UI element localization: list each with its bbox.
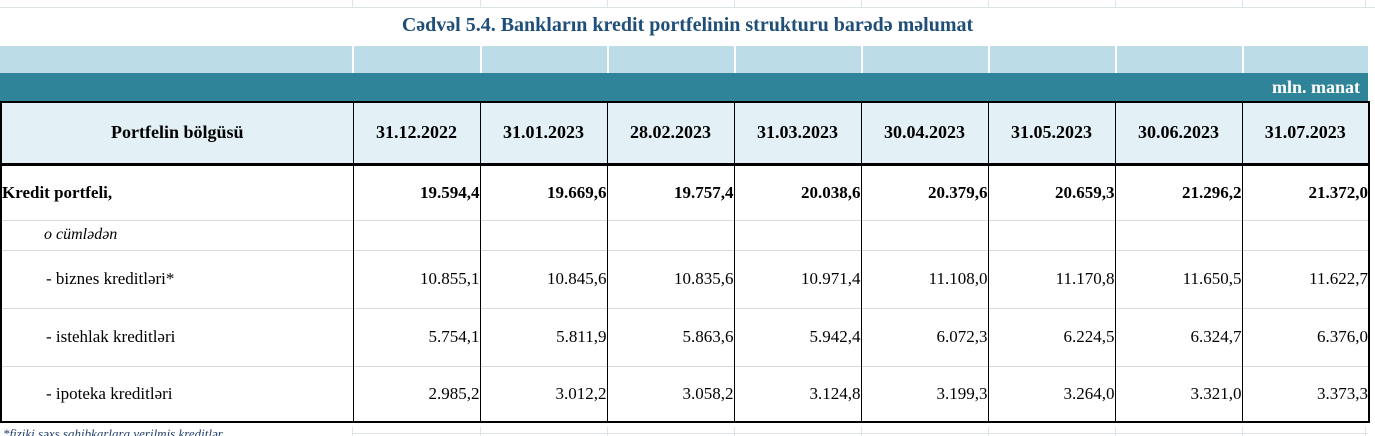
value-cell[interactable]: 10.845,6	[479, 249, 608, 308]
table-row: Kredit portfeli, 19.594,4 19.669,6 19.75…	[0, 164, 1370, 220]
value-cell[interactable]: 19.757,4	[606, 164, 735, 220]
gridline	[352, 433, 1368, 434]
value-cell[interactable]: 5.754,1	[352, 307, 481, 366]
band-cell-separator	[1115, 46, 1117, 73]
footnote: *fiziki şəxs sahibkarlara verilmiş kredi…	[3, 426, 223, 436]
value-cell[interactable]: 6.324,7	[1114, 307, 1243, 366]
gridline	[861, 427, 862, 436]
value-cell[interactable]	[987, 219, 1116, 250]
value-cell[interactable]	[1241, 219, 1370, 250]
header-cell-date[interactable]: 31.03.2023	[733, 102, 862, 166]
gridline	[1365, 0, 1366, 7]
header-cell-date[interactable]: 31.12.2022	[352, 102, 481, 166]
unit-band: mln. manat	[0, 73, 1368, 101]
page-title: Cədvəl 5.4. Bankların kredit portfelinin…	[401, 14, 974, 36]
gridline	[1115, 427, 1116, 436]
gridline	[607, 427, 608, 436]
gridline	[0, 7, 1375, 8]
value-cell[interactable]: 20.038,6	[733, 164, 862, 220]
table-row: - ipoteka kreditləri 2.985,2 3.012,2 3.0…	[0, 365, 1370, 422]
band-cell-separator	[1242, 46, 1244, 73]
value-cell[interactable]: 6.376,0	[1241, 307, 1370, 366]
gridline	[480, 427, 481, 436]
gridline	[988, 0, 989, 7]
header-cell-date[interactable]: 30.06.2023	[1114, 102, 1243, 166]
value-cell[interactable]	[479, 219, 608, 250]
value-cell[interactable]: 10.835,6	[606, 249, 735, 308]
header-cell-portfolio[interactable]: Portfelin bölgüsü	[0, 102, 354, 166]
header-cell-date[interactable]: 30.04.2023	[860, 102, 989, 166]
header-cell-date[interactable]: 31.01.2023	[479, 102, 608, 166]
gridline	[352, 427, 353, 436]
value-cell[interactable]: 5.863,6	[606, 307, 735, 366]
value-cell[interactable]	[860, 219, 989, 250]
value-cell[interactable]: 3.264,0	[987, 365, 1116, 422]
row-label-cell[interactable]: - ipoteka kreditləri	[0, 365, 354, 422]
gridline	[734, 427, 735, 436]
value-cell[interactable]	[733, 219, 862, 250]
band-cell-separator	[734, 46, 736, 73]
value-cell[interactable]: 21.296,2	[1114, 164, 1243, 220]
row-label-cell[interactable]: - istehlak kreditləri	[0, 307, 354, 366]
value-cell[interactable]	[352, 219, 481, 250]
value-cell[interactable]: 20.379,6	[860, 164, 989, 220]
value-cell[interactable]: 6.072,3	[860, 307, 989, 366]
value-cell[interactable]: 3.373,3	[1241, 365, 1370, 422]
value-cell[interactable]: 3.199,3	[860, 365, 989, 422]
header-cell-date[interactable]: 31.07.2023	[1241, 102, 1370, 166]
table-row: o cümlədən	[0, 219, 1370, 250]
value-cell[interactable]: 3.321,0	[1114, 365, 1243, 422]
value-cell[interactable]: 11.622,7	[1241, 249, 1370, 308]
table-header-row: Portfelin bölgüsü 31.12.2022 31.01.2023 …	[0, 102, 1370, 166]
value-cell[interactable]: 6.224,5	[987, 307, 1116, 366]
gridline	[480, 0, 481, 7]
value-cell[interactable]: 10.971,4	[733, 249, 862, 308]
value-cell[interactable]: 5.811,9	[479, 307, 608, 366]
value-cell[interactable]: 11.650,5	[1114, 249, 1243, 308]
band-cell-separator	[480, 46, 482, 73]
value-cell[interactable]: 5.942,4	[733, 307, 862, 366]
value-cell[interactable]: 20.659,3	[987, 164, 1116, 220]
value-cell[interactable]: 11.170,8	[987, 249, 1116, 308]
unit-label: mln. manat	[1271, 77, 1360, 97]
table-row: - biznes kreditləri* 10.855,1 10.845,6 1…	[0, 249, 1370, 308]
gridline	[1365, 427, 1366, 436]
table-row: - istehlak kreditləri 5.754,1 5.811,9 5.…	[0, 307, 1370, 366]
header-cell-date[interactable]: 28.02.2023	[606, 102, 735, 166]
row-label-cell[interactable]: o cümlədən	[0, 219, 354, 250]
gridline	[352, 0, 353, 7]
value-cell[interactable]: 3.124,8	[733, 365, 862, 422]
band-cell-separator	[352, 46, 354, 73]
value-cell[interactable]	[1114, 219, 1243, 250]
gridline	[861, 0, 862, 7]
gridline	[988, 427, 989, 436]
band-cell-separator	[607, 46, 609, 73]
value-cell[interactable]: 19.594,4	[352, 164, 481, 220]
band-light	[0, 46, 1368, 73]
value-cell[interactable]	[606, 219, 735, 250]
gridline	[1115, 0, 1116, 7]
value-cell[interactable]: 21.372,0	[1241, 164, 1370, 220]
band-cell-separator	[861, 46, 863, 73]
value-cell[interactable]: 11.108,0	[860, 249, 989, 308]
value-cell[interactable]: 3.058,2	[606, 365, 735, 422]
header-cell-date[interactable]: 31.05.2023	[987, 102, 1116, 166]
value-cell[interactable]: 19.669,6	[479, 164, 608, 220]
band-cell-separator	[988, 46, 990, 73]
gridline	[1242, 427, 1243, 436]
gridline	[607, 0, 608, 7]
credit-portfolio-table: Portfelin bölgüsü 31.12.2022 31.01.2023 …	[0, 101, 1370, 423]
gridline	[1242, 0, 1243, 7]
row-label-cell[interactable]: Kredit portfeli,	[0, 164, 354, 220]
value-cell[interactable]: 2.985,2	[352, 365, 481, 422]
gridline	[734, 0, 735, 7]
value-cell[interactable]: 10.855,1	[352, 249, 481, 308]
value-cell[interactable]: 3.012,2	[479, 365, 608, 422]
row-label-cell[interactable]: - biznes kreditləri*	[0, 249, 354, 308]
